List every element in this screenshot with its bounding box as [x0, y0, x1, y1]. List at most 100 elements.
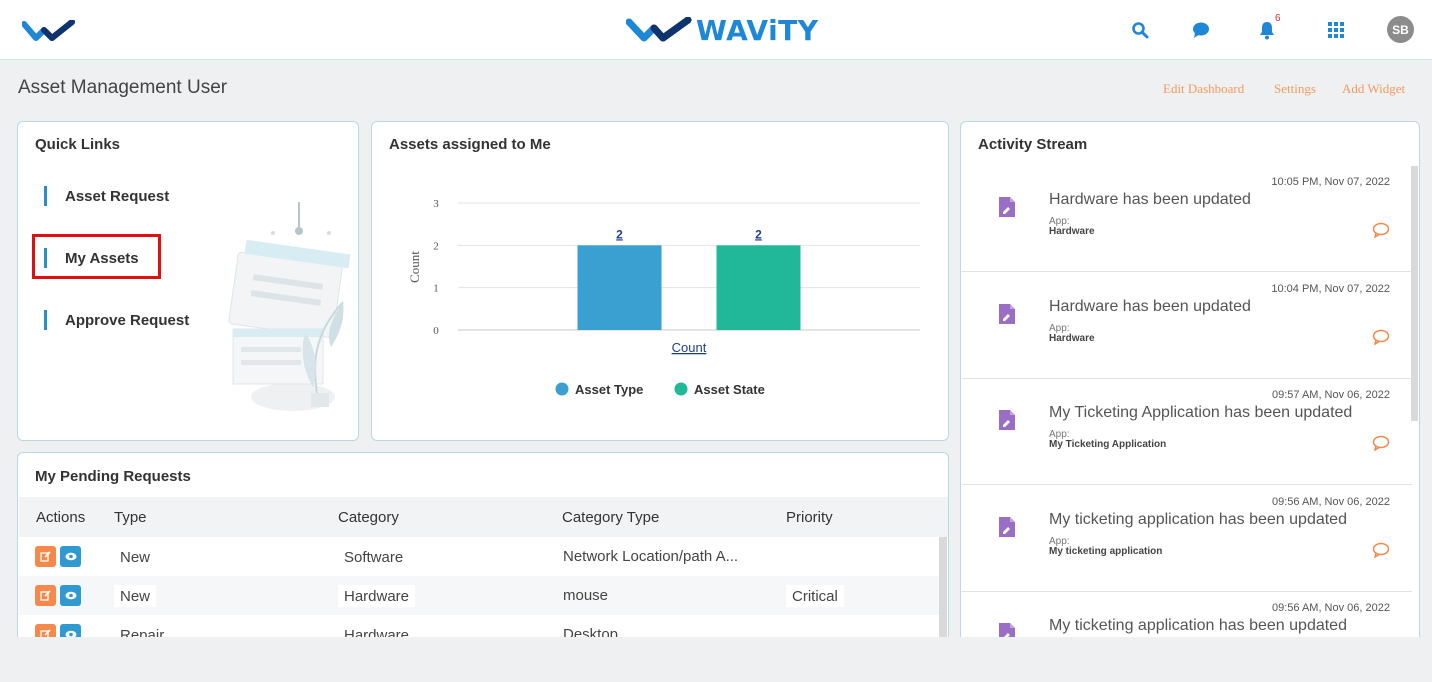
- comment-icon[interactable]: [1372, 542, 1390, 559]
- brand-logo: WAViTY: [626, 13, 819, 47]
- activity-timestamp: 10:05 PM, Nov 07, 2022: [1271, 176, 1390, 188]
- column-header-priority[interactable]: Priority: [786, 509, 833, 526]
- column-header-category-type[interactable]: Category Type: [562, 509, 660, 526]
- pending-requests-title: My Pending Requests: [35, 468, 191, 485]
- settings-link[interactable]: Settings: [1274, 81, 1316, 96]
- activity-item[interactable]: 09:56 AM, Nov 06, 2022 My ticketing appli…: [962, 485, 1412, 592]
- table-row: New Hardware mouse Critical: [19, 576, 939, 615]
- column-header-category[interactable]: Category: [338, 509, 399, 526]
- activity-message: My ticketing application has been update…: [1049, 617, 1347, 634]
- user-avatar[interactable]: SB: [1387, 16, 1414, 43]
- table-header: Actions Type Category Category Type Prio…: [19, 497, 948, 537]
- bar-asset-type[interactable]: [577, 245, 662, 330]
- cell-type: New: [114, 585, 157, 607]
- table-scrollbar[interactable]: [939, 537, 947, 651]
- activity-message: My Ticketing Application has been update…: [1049, 404, 1353, 421]
- quick-link-marker: [44, 186, 47, 206]
- assets-assigned-card: Assets assigned to Me 0 1 2 3 2 2 Count Coun…: [371, 121, 949, 441]
- activity-message: My ticketing application has been update…: [1049, 510, 1347, 528]
- activity-stream-title: Activity Stream: [978, 136, 1088, 153]
- comment-icon[interactable]: [1372, 222, 1390, 239]
- quick-link-marker: [44, 248, 47, 268]
- activity-app-label: App:: [1049, 322, 1070, 334]
- activity-app-name: My ticketing application: [1049, 545, 1163, 557]
- quick-links-illustration: [228, 202, 351, 411]
- cell-type: New: [114, 546, 157, 568]
- edit-dashboard-link[interactable]: Edit Dashboard: [1163, 81, 1245, 96]
- quick-links-title: Quick Links: [35, 136, 121, 153]
- assets-chart-title: Assets assigned to Me: [389, 136, 551, 153]
- cell-category-type: mouse: [563, 587, 609, 604]
- page-title: Asset Management User: [18, 77, 228, 98]
- activity-timestamp: 09:56 AM, Nov 06, 2022: [1271, 495, 1390, 508]
- edit-icon[interactable]: [35, 585, 56, 606]
- activity-scrollbar[interactable]: [1411, 166, 1418, 421]
- legend-label[interactable]: Asset State: [694, 382, 765, 397]
- page-footer-area: [0, 637, 1432, 682]
- activity-item[interactable]: 10:04 PM, Nov 07, 2022 Hardware has been …: [962, 272, 1412, 379]
- quick-link-marker: [44, 310, 47, 330]
- x-axis-label[interactable]: Count: [672, 340, 707, 355]
- activity-app-name: Hardware: [1049, 332, 1095, 344]
- document-edit-icon: [998, 196, 1016, 218]
- wavity-logo-icon[interactable]: [22, 20, 76, 42]
- comment-icon[interactable]: [1372, 435, 1390, 452]
- y-tick-label: 1: [433, 283, 439, 295]
- quick-link-approve-request[interactable]: Approve Request: [44, 309, 189, 331]
- legend-label[interactable]: Asset Type: [575, 382, 643, 397]
- y-tick-label: 3: [433, 198, 439, 210]
- notification-count-badge: 6: [1275, 13, 1281, 24]
- quick-links-card: Quick Links Asset Request My Assets Appr…: [17, 121, 359, 441]
- add-widget-link[interactable]: Add Widget: [1342, 81, 1406, 96]
- brand-mark-icon: [626, 17, 692, 42]
- bell-icon[interactable]: [1255, 18, 1279, 42]
- top-bar: WAViTY 6 SB: [0, 0, 1432, 60]
- apps-grid-icon[interactable]: [1324, 18, 1348, 42]
- document-edit-icon: [998, 516, 1016, 538]
- activity-item[interactable]: 09:57 AM, Nov 06, 2022 My Ticketing Appli…: [962, 379, 1412, 485]
- activity-app-label: App:: [1049, 535, 1070, 547]
- y-tick-label: 2: [433, 240, 439, 252]
- document-edit-icon: [998, 409, 1016, 431]
- activity-app-name: Hardware: [1049, 226, 1095, 237]
- cell-category-type: Network Location/path A...: [563, 548, 739, 565]
- activity-timestamp: 09:56 AM, Nov 06, 2022: [1271, 602, 1390, 614]
- y-axis-label: Count: [407, 251, 422, 283]
- activity-timestamp: 09:57 AM, Nov 06, 2022: [1271, 389, 1390, 401]
- y-tick-label: 0: [433, 325, 439, 337]
- brand-name: WAViTY: [696, 13, 819, 47]
- quick-link-asset-request[interactable]: Asset Request: [44, 185, 169, 207]
- bar-asset-state[interactable]: [716, 245, 801, 330]
- activity-app-name: My Ticketing Application: [1049, 439, 1167, 450]
- assets-bar-chart: 0 1 2 3 2 2 Count Count Asset Type Asset Stat…: [407, 198, 920, 397]
- comment-icon[interactable]: [1372, 329, 1390, 346]
- eye-icon[interactable]: [60, 546, 81, 567]
- pending-requests-card: My Pending Requests Actions Type Categor…: [17, 452, 949, 652]
- activity-item[interactable]: 10:05 PM, Nov 07, 2022 Hardware has been …: [962, 166, 1412, 272]
- activity-timestamp: 10:04 PM, Nov 07, 2022: [1271, 282, 1390, 295]
- activity-message: Hardware has been updated: [1049, 297, 1251, 315]
- cell-category: Hardware: [338, 585, 416, 607]
- edit-icon[interactable]: [35, 546, 56, 567]
- bar-data-label[interactable]: 2: [755, 227, 762, 241]
- quick-link-my-assets[interactable]: My Assets: [44, 247, 139, 269]
- column-header-actions: Actions: [36, 509, 86, 526]
- search-icon[interactable]: [1128, 18, 1152, 42]
- quick-link-label: Asset Request: [65, 187, 170, 205]
- activity-app-label: App:: [1049, 429, 1070, 440]
- column-header-type[interactable]: Type: [114, 509, 147, 526]
- cell-category: Software: [338, 546, 410, 568]
- chat-icon[interactable]: [1189, 18, 1213, 42]
- activity-app-label: App:: [1049, 216, 1070, 227]
- legend-marker[interactable]: [674, 382, 688, 396]
- cell-priority: Critical: [786, 585, 844, 607]
- quick-link-label: Approve Request: [65, 311, 190, 329]
- document-edit-icon: [998, 303, 1016, 325]
- highlight-box: [32, 234, 161, 279]
- bar-data-label[interactable]: 2: [616, 227, 623, 241]
- legend-marker[interactable]: [555, 382, 569, 396]
- quick-link-label: My Assets: [65, 249, 139, 267]
- activity-message: Hardware has been updated: [1049, 191, 1251, 208]
- eye-icon[interactable]: [60, 585, 81, 606]
- activity-stream-card: Activity Stream 10:05 PM, Nov 07, 2022 Ha…: [960, 121, 1420, 651]
